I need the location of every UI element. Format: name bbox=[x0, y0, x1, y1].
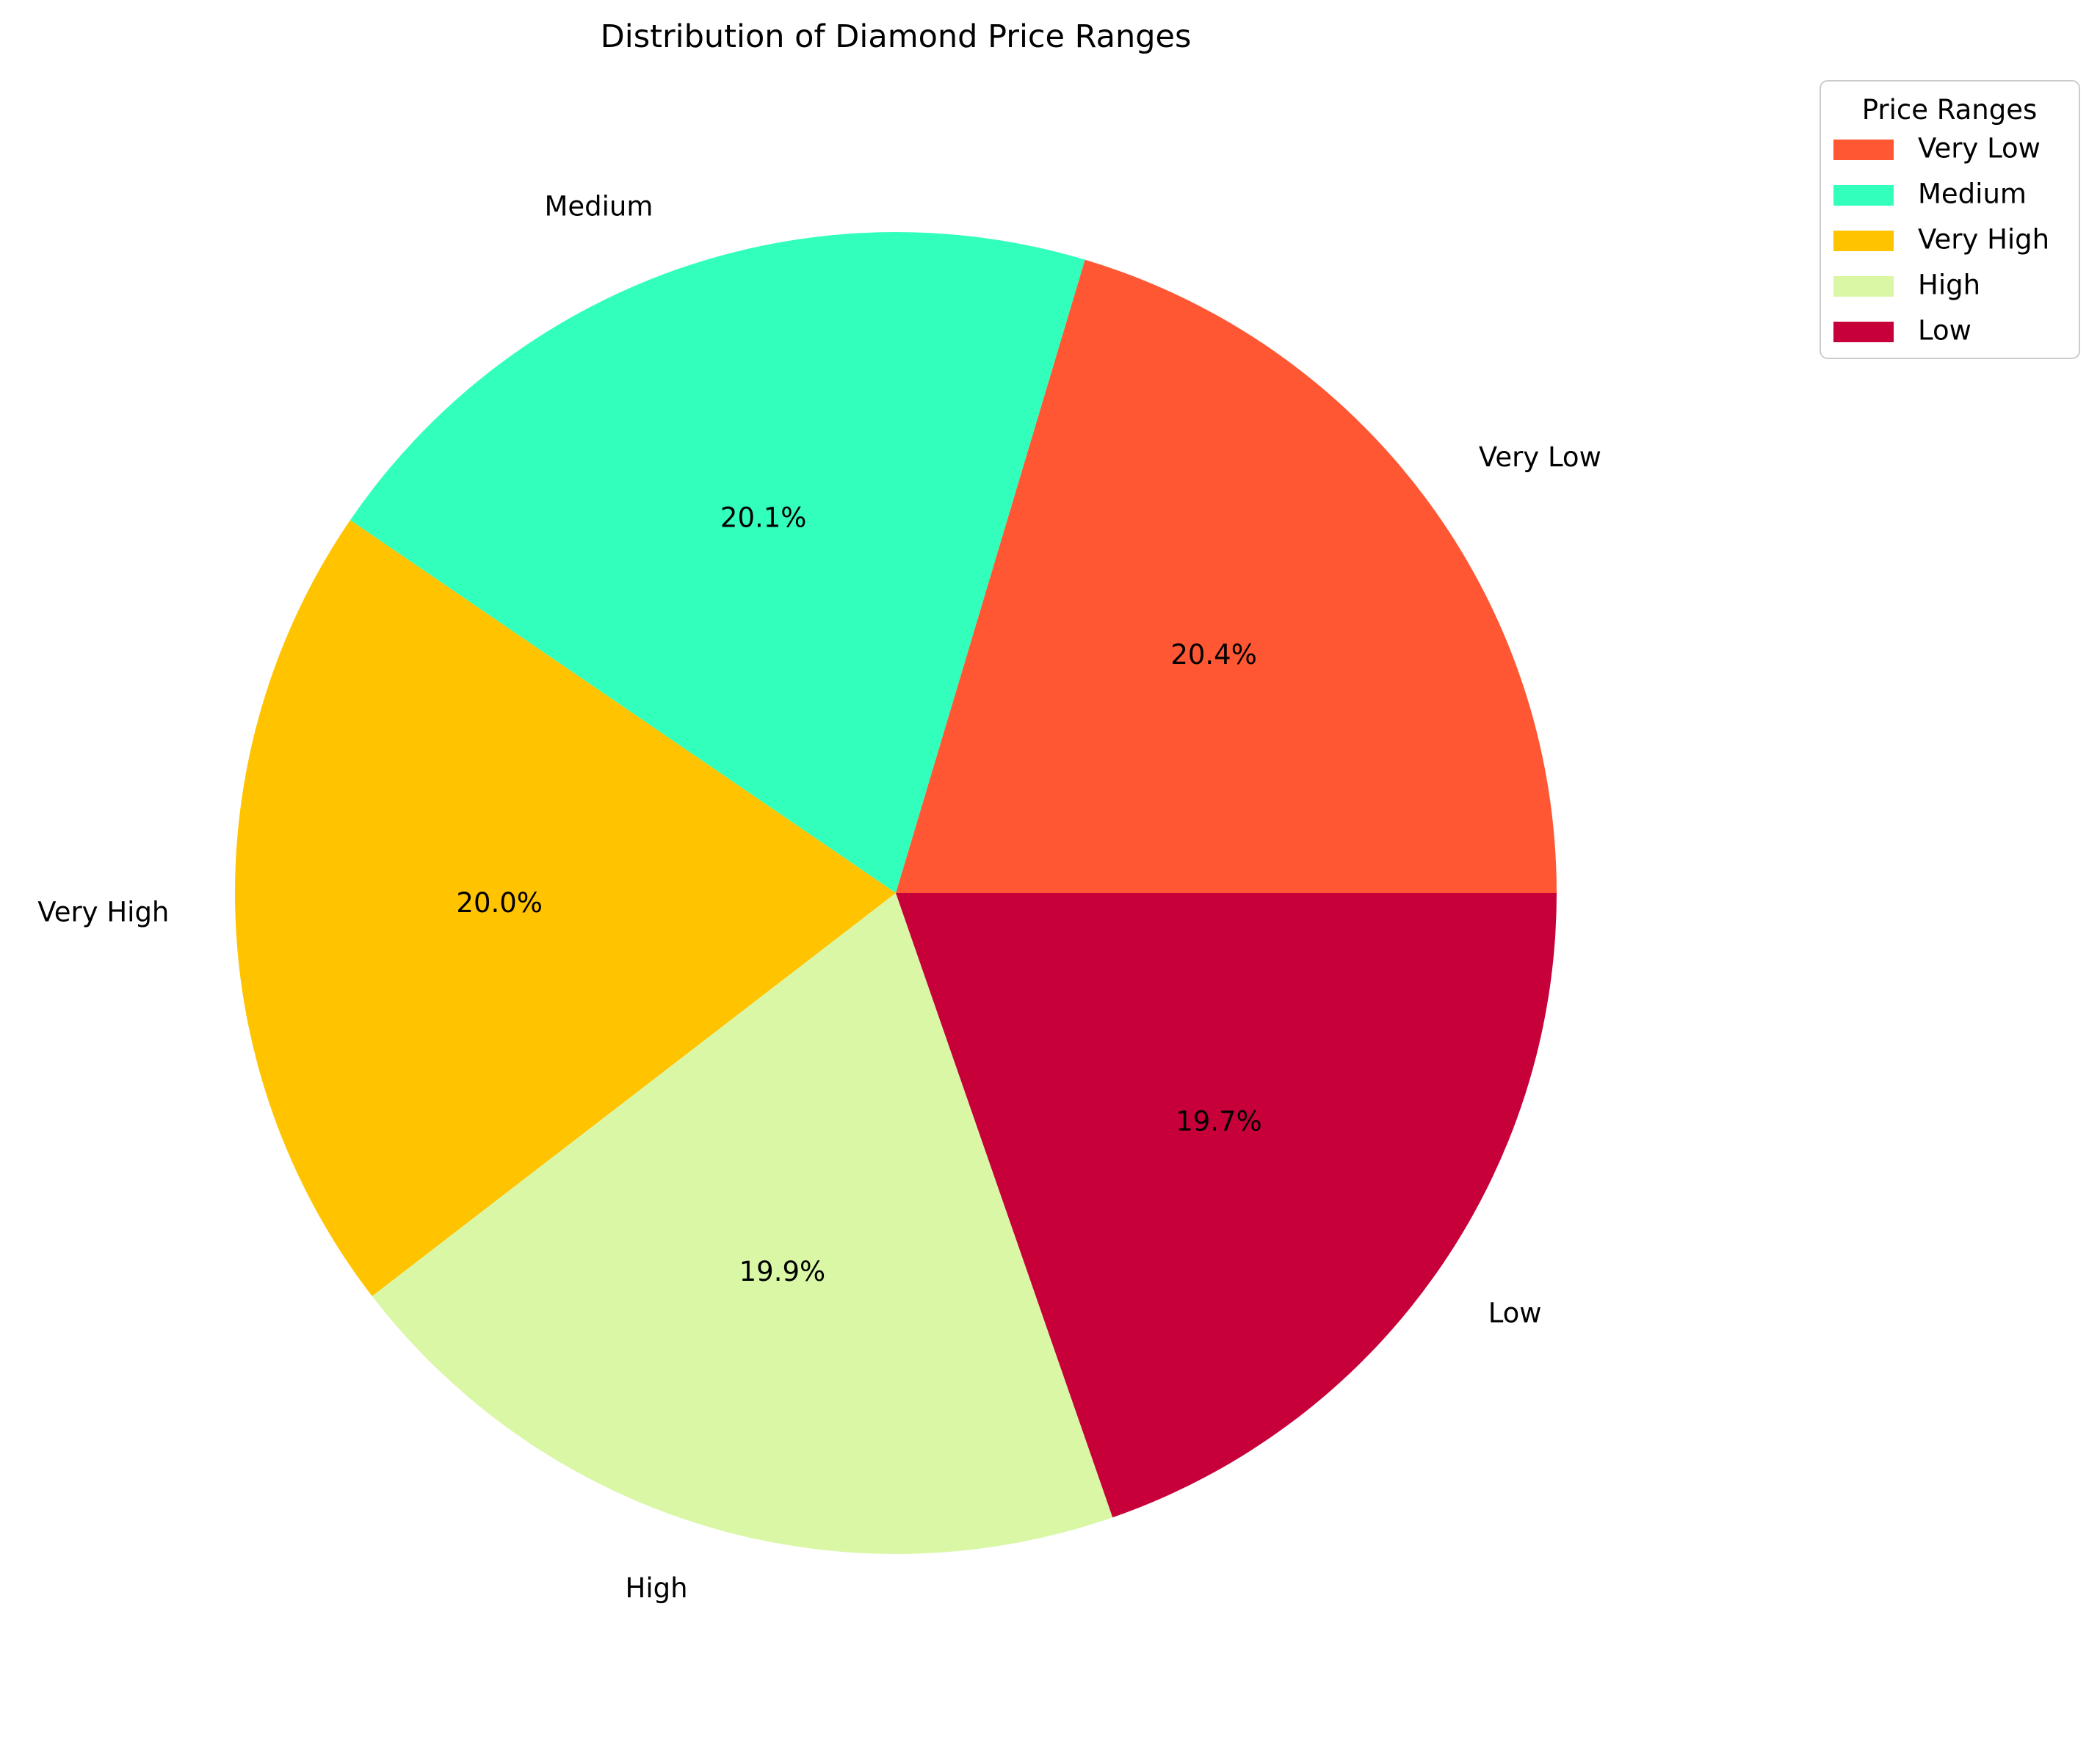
legend-label-medium: Medium bbox=[1918, 178, 2027, 210]
legend-title: Price Ranges bbox=[1862, 94, 2038, 126]
pie-labels: Very Low 20.4% Medium 20.1% Very High 20.0% Hi… bbox=[37, 190, 1601, 1604]
legend-swatch-high bbox=[1833, 276, 1894, 297]
slice-pct-high: 19.9% bbox=[739, 1256, 826, 1287]
legend-swatch-very-high bbox=[1833, 231, 1894, 251]
slice-label-very-low: Very Low bbox=[1479, 441, 1601, 473]
slice-pct-very-high: 20.0% bbox=[456, 887, 543, 919]
pie-slice-low bbox=[896, 893, 1557, 1518]
slice-pct-low: 19.7% bbox=[1176, 1106, 1262, 1138]
slice-label-high: High bbox=[626, 1572, 688, 1604]
legend-label-very-high: Very High bbox=[1918, 224, 2049, 256]
legend-swatch-very-low bbox=[1833, 140, 1894, 160]
slice-label-low: Low bbox=[1488, 1297, 1542, 1329]
legend-swatch-medium bbox=[1833, 185, 1894, 206]
legend-swatch-low bbox=[1833, 322, 1894, 342]
pie-slice-very-low bbox=[896, 259, 1557, 893]
slice-label-medium: Medium bbox=[544, 190, 653, 222]
slice-pct-very-low: 20.4% bbox=[1170, 639, 1257, 671]
legend-label-high: High bbox=[1918, 270, 1980, 301]
slice-label-very-high: Very High bbox=[37, 897, 169, 928]
legend: Price Ranges Very Low Medium Very High High… bbox=[1820, 80, 2080, 359]
legend-label-very-low: Very Low bbox=[1918, 133, 2041, 165]
pie-slice-medium bbox=[350, 232, 1085, 893]
pie-slices bbox=[235, 232, 1557, 1554]
chart-title: Distribution of Diamond Price Ranges bbox=[601, 18, 1192, 55]
slice-pct-medium: 20.1% bbox=[720, 502, 807, 534]
pie-slice-very-high bbox=[235, 520, 896, 1296]
pie-slice-high bbox=[372, 893, 1113, 1554]
legend-label-low: Low bbox=[1918, 315, 1972, 347]
